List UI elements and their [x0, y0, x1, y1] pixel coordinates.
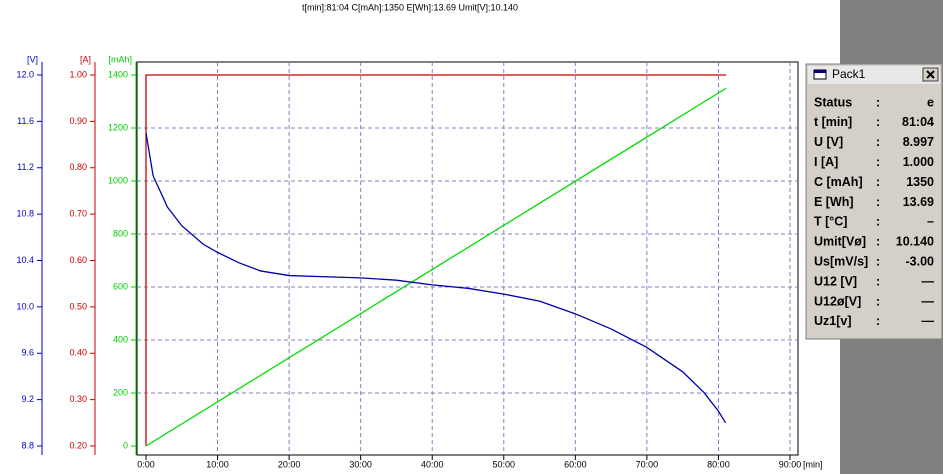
panel-separator: : [876, 195, 880, 209]
panel-label: Umit[Vø] [814, 235, 866, 249]
panel-separator: : [876, 294, 880, 308]
panel-separator: : [876, 314, 880, 328]
y-tick-label: 10.0 [16, 301, 34, 311]
y-tick-label: 0.70 [69, 209, 87, 219]
series-line [145, 74, 727, 446]
panel-label: I [A] [814, 155, 838, 169]
x-tick-label: 50:00 [493, 459, 516, 469]
y-tick-label: 10.8 [16, 209, 34, 219]
panel-separator: : [876, 115, 880, 129]
panel-label: C [mAh] [814, 175, 863, 189]
y-tick-label: 600 [113, 281, 128, 291]
window-icon-bar [814, 70, 826, 73]
axis-label: [V] [27, 54, 38, 64]
header: t[min]:81:04 C[mAh]:1350 E[Wh]:13.69 Umi… [302, 2, 518, 12]
panel-separator: : [876, 254, 880, 268]
panel: Pack1 Status: e t [min]: 81:04 U [V]: 8.997 I … [805, 63, 943, 340]
panel-label: Status [814, 95, 852, 109]
panel-separator: : [876, 95, 880, 109]
x-tick-label: 40:00 [421, 459, 444, 469]
plot-frame [136, 61, 799, 456]
y-tick-label: 8.8 [21, 440, 34, 450]
y-tick-label: 0.50 [69, 301, 87, 311]
panel-label: U [V] [814, 135, 843, 149]
series-line [145, 87, 727, 447]
y-tick-label: 400 [113, 334, 128, 344]
x-tick-label: 60:00 [564, 459, 587, 469]
x-tick-label: 90:00 [779, 459, 802, 469]
y-tick-label: 0 [123, 440, 128, 450]
panel-value: 81:04 [902, 115, 934, 129]
close-icon [926, 70, 935, 79]
y-tick-label: 0.60 [69, 255, 87, 265]
y-tick-label: 0.80 [69, 162, 87, 172]
panel-label: Us[mV/s] [814, 254, 868, 268]
y-tick-label: 0.30 [69, 394, 87, 404]
panel-title: Pack1 [832, 67, 866, 81]
panel-label: U12ø[V] [814, 294, 861, 308]
panel-titlebar [808, 66, 940, 84]
panel-value: 1350 [906, 175, 934, 189]
y-tick-label: 1400 [108, 69, 128, 79]
y-tick-label: 12.0 [16, 69, 34, 79]
y-tick-label: 1000 [108, 175, 128, 185]
panel-label: t [min] [814, 115, 852, 129]
panel-value: — [922, 274, 935, 288]
panel-value: – [927, 215, 934, 229]
x-tick-label: 30:00 [349, 459, 372, 469]
x-tick-label: 10:00 [206, 459, 229, 469]
panel-label: E [Wh] [814, 195, 854, 209]
panel-label: Uz1[v] [814, 314, 852, 328]
y-tick-label: 11.2 [17, 162, 34, 172]
panel-separator: : [876, 135, 880, 149]
panel-value: e [927, 95, 934, 109]
panel-separator: : [876, 274, 880, 288]
y-tick-label: 9.6 [21, 348, 34, 358]
panel-value: 10.140 [896, 235, 934, 249]
y-tick-label: 10.4 [16, 255, 34, 265]
axis-label: [mAh] [108, 54, 132, 64]
panel-label: U12 [V] [814, 274, 857, 288]
y-tick-label: 0.90 [69, 116, 87, 126]
x-tick-label: 20:00 [278, 459, 301, 469]
panel-label: T [°C] [814, 215, 847, 229]
y-tick-label: 9.2 [21, 394, 34, 404]
x-axis-label: [min] [803, 459, 823, 469]
panel-separator: : [876, 155, 880, 169]
panel-value: 13.69 [903, 195, 934, 209]
panel-separator: : [876, 235, 880, 249]
panel-value: 1.000 [903, 155, 934, 169]
x-tick-label: 70:00 [636, 459, 659, 469]
y-tick-label: 800 [113, 228, 128, 238]
panel-value: 8.997 [903, 135, 934, 149]
panel-value: -3.00 [906, 254, 935, 268]
panel-separator: : [876, 175, 880, 189]
y-tick-label: 0.40 [69, 348, 87, 358]
y-tick-label: 200 [113, 387, 128, 397]
y-tick-label: 1.00 [69, 69, 87, 79]
y-tick-label: 1200 [108, 122, 128, 132]
y-tick-label: 0.20 [69, 440, 87, 450]
panel-value: — [922, 294, 935, 308]
panel-value: — [922, 314, 935, 328]
panel-window [805, 63, 943, 340]
panel-separator: : [876, 215, 880, 229]
x-tick-label: 0:00 [137, 459, 155, 469]
x-tick-label: 80:00 [707, 459, 730, 469]
y-tick-label: 11.6 [17, 116, 34, 126]
axis-label: [A] [80, 54, 91, 64]
series-line [145, 132, 727, 424]
